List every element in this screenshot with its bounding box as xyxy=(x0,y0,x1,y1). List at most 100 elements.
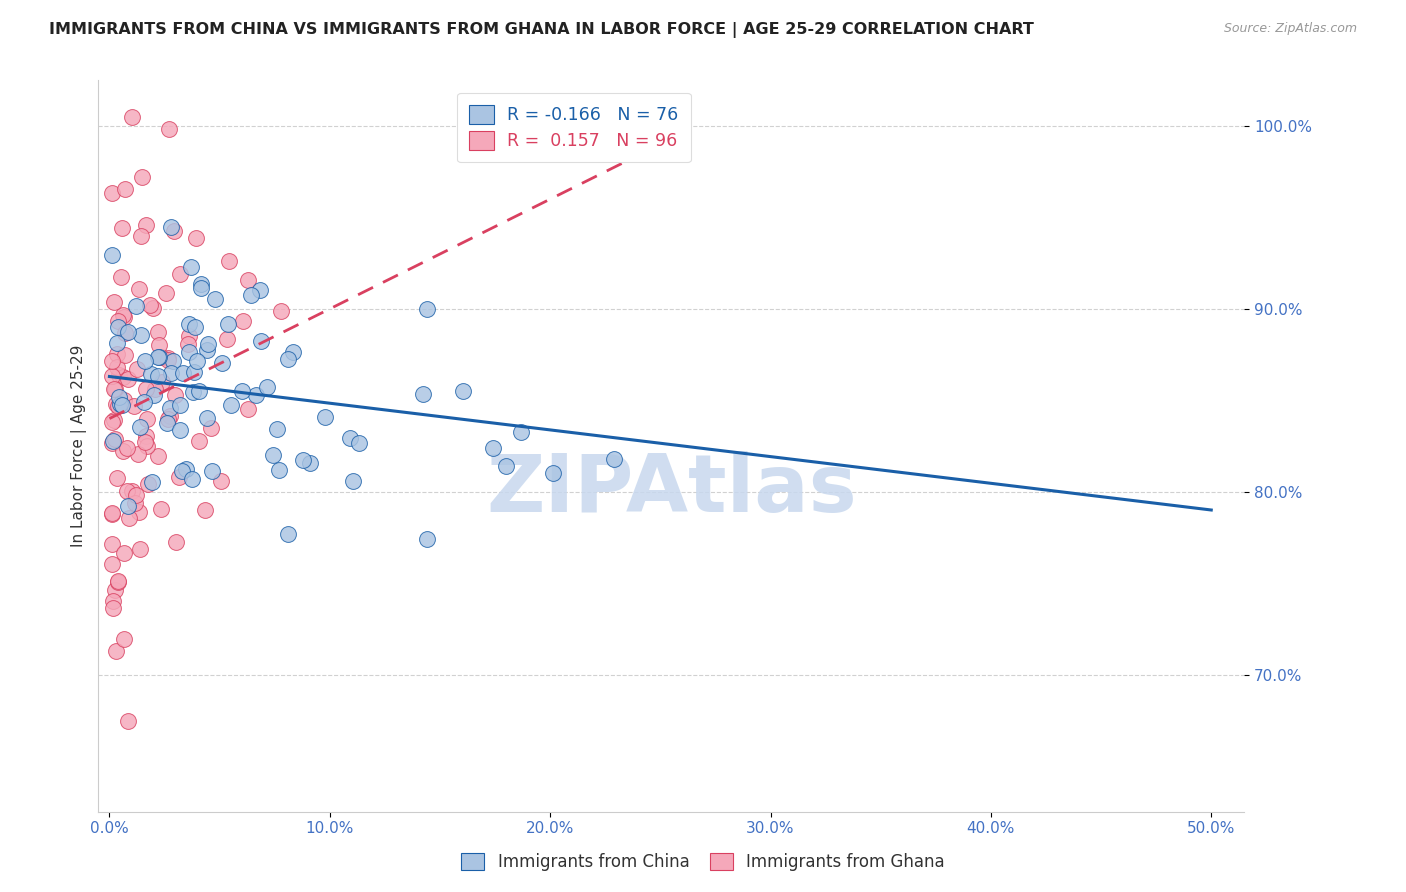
Point xyxy=(240,287,263,301)
Point xyxy=(495,458,517,473)
Point xyxy=(104,382,127,396)
Point xyxy=(266,422,288,436)
Point xyxy=(249,283,271,297)
Point xyxy=(156,416,179,430)
Point xyxy=(129,229,152,244)
Point xyxy=(180,472,202,486)
Point xyxy=(129,542,152,557)
Point xyxy=(100,558,122,572)
Point xyxy=(160,219,183,234)
Point xyxy=(112,546,135,560)
Point xyxy=(111,221,134,235)
Point xyxy=(100,506,122,520)
Point xyxy=(179,345,201,359)
Point xyxy=(181,384,204,399)
Point xyxy=(112,310,135,325)
Point xyxy=(108,368,131,382)
Point xyxy=(143,388,166,402)
Text: IMMIGRANTS FROM CHINA VS IMMIGRANTS FROM GHANA IN LABOR FORCE | AGE 25-29 CORREL: IMMIGRANTS FROM CHINA VS IMMIGRANTS FROM… xyxy=(49,22,1033,38)
Point xyxy=(101,368,124,383)
Point xyxy=(270,304,292,318)
Point xyxy=(132,394,155,409)
Point xyxy=(211,356,233,370)
Point xyxy=(100,248,122,262)
Point xyxy=(162,354,184,368)
Point xyxy=(100,507,122,521)
Point xyxy=(115,441,138,455)
Point xyxy=(148,369,170,384)
Point xyxy=(155,285,177,300)
Point xyxy=(603,451,626,466)
Point xyxy=(100,415,122,429)
Point xyxy=(314,410,336,425)
Point xyxy=(101,594,124,608)
Point xyxy=(136,440,159,454)
Point xyxy=(104,432,127,446)
Text: Source: ZipAtlas.com: Source: ZipAtlas.com xyxy=(1223,22,1357,36)
Point xyxy=(103,382,125,396)
Text: ZIPAtlas: ZIPAtlas xyxy=(486,450,856,529)
Point xyxy=(104,582,127,597)
Point xyxy=(256,379,278,393)
Point xyxy=(197,343,219,358)
Point xyxy=(121,110,143,124)
Point xyxy=(217,317,239,331)
Point xyxy=(236,273,259,287)
Point xyxy=(107,346,129,360)
Point xyxy=(114,326,136,340)
Point xyxy=(148,351,170,365)
Point xyxy=(347,436,370,450)
Point xyxy=(187,434,209,449)
Point xyxy=(107,399,129,413)
Point xyxy=(128,282,150,296)
Point xyxy=(105,644,128,658)
Point xyxy=(169,423,191,437)
Point xyxy=(118,511,141,525)
Point xyxy=(232,314,254,328)
Point xyxy=(298,456,321,470)
Point xyxy=(135,429,157,443)
Point xyxy=(195,411,218,425)
Point xyxy=(163,388,186,402)
Point xyxy=(277,526,299,541)
Point xyxy=(177,337,200,351)
Y-axis label: In Labor Force | Age 25-29: In Labor Force | Age 25-29 xyxy=(72,345,87,547)
Point xyxy=(159,366,181,380)
Point xyxy=(170,464,193,478)
Point xyxy=(101,434,124,448)
Point xyxy=(416,532,439,546)
Point xyxy=(150,375,173,389)
Point xyxy=(281,344,304,359)
Point xyxy=(148,449,170,463)
Point xyxy=(141,475,163,489)
Point xyxy=(100,537,122,551)
Point xyxy=(105,470,128,484)
Point xyxy=(103,413,125,427)
Point xyxy=(204,292,226,306)
Point xyxy=(277,351,299,366)
Point xyxy=(183,365,205,379)
Point xyxy=(174,461,197,475)
Point xyxy=(291,453,314,467)
Point xyxy=(342,474,364,488)
Legend: R = -0.166   N = 76, R =  0.157   N = 96: R = -0.166 N = 76, R = 0.157 N = 96 xyxy=(457,93,690,162)
Point xyxy=(231,384,253,398)
Point xyxy=(245,388,267,402)
Point xyxy=(482,441,505,455)
Point xyxy=(200,421,222,435)
Point xyxy=(110,269,132,284)
Point xyxy=(115,483,138,498)
Legend: Immigrants from China, Immigrants from Ghana: Immigrants from China, Immigrants from G… xyxy=(453,845,953,880)
Point xyxy=(125,488,148,502)
Point xyxy=(250,334,273,348)
Point xyxy=(453,384,475,398)
Point xyxy=(114,182,136,196)
Point xyxy=(136,477,159,491)
Point xyxy=(180,260,202,274)
Point xyxy=(143,382,166,396)
Point xyxy=(105,336,128,351)
Point xyxy=(156,411,179,425)
Point xyxy=(156,352,179,367)
Point xyxy=(509,425,531,439)
Point xyxy=(150,351,173,365)
